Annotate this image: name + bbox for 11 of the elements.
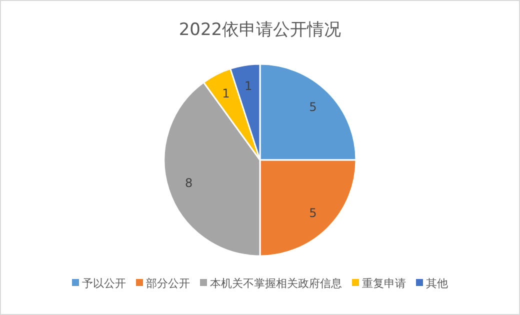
legend-label: 其他 bbox=[426, 277, 448, 290]
data-label: 1 bbox=[222, 86, 230, 100]
legend-label: 予以公开 bbox=[82, 277, 126, 290]
data-label: 5 bbox=[309, 206, 317, 220]
legend-label: 本机关不掌握相关政府信息 bbox=[210, 277, 342, 290]
legend-label: 部分公开 bbox=[146, 277, 190, 290]
data-label: 5 bbox=[309, 100, 317, 114]
legend-label: 重复申请 bbox=[362, 277, 406, 290]
chart-title: 2022依申请公开情况 bbox=[178, 20, 342, 40]
data-label: 1 bbox=[244, 79, 252, 94]
data-label: 8 bbox=[184, 176, 193, 190]
